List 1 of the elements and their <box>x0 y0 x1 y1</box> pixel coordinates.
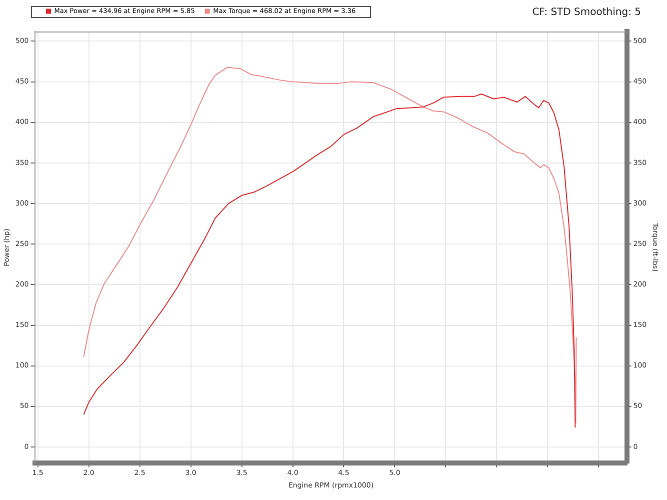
text: CF: STD Smoothing: 5 <box>532 7 641 18</box>
